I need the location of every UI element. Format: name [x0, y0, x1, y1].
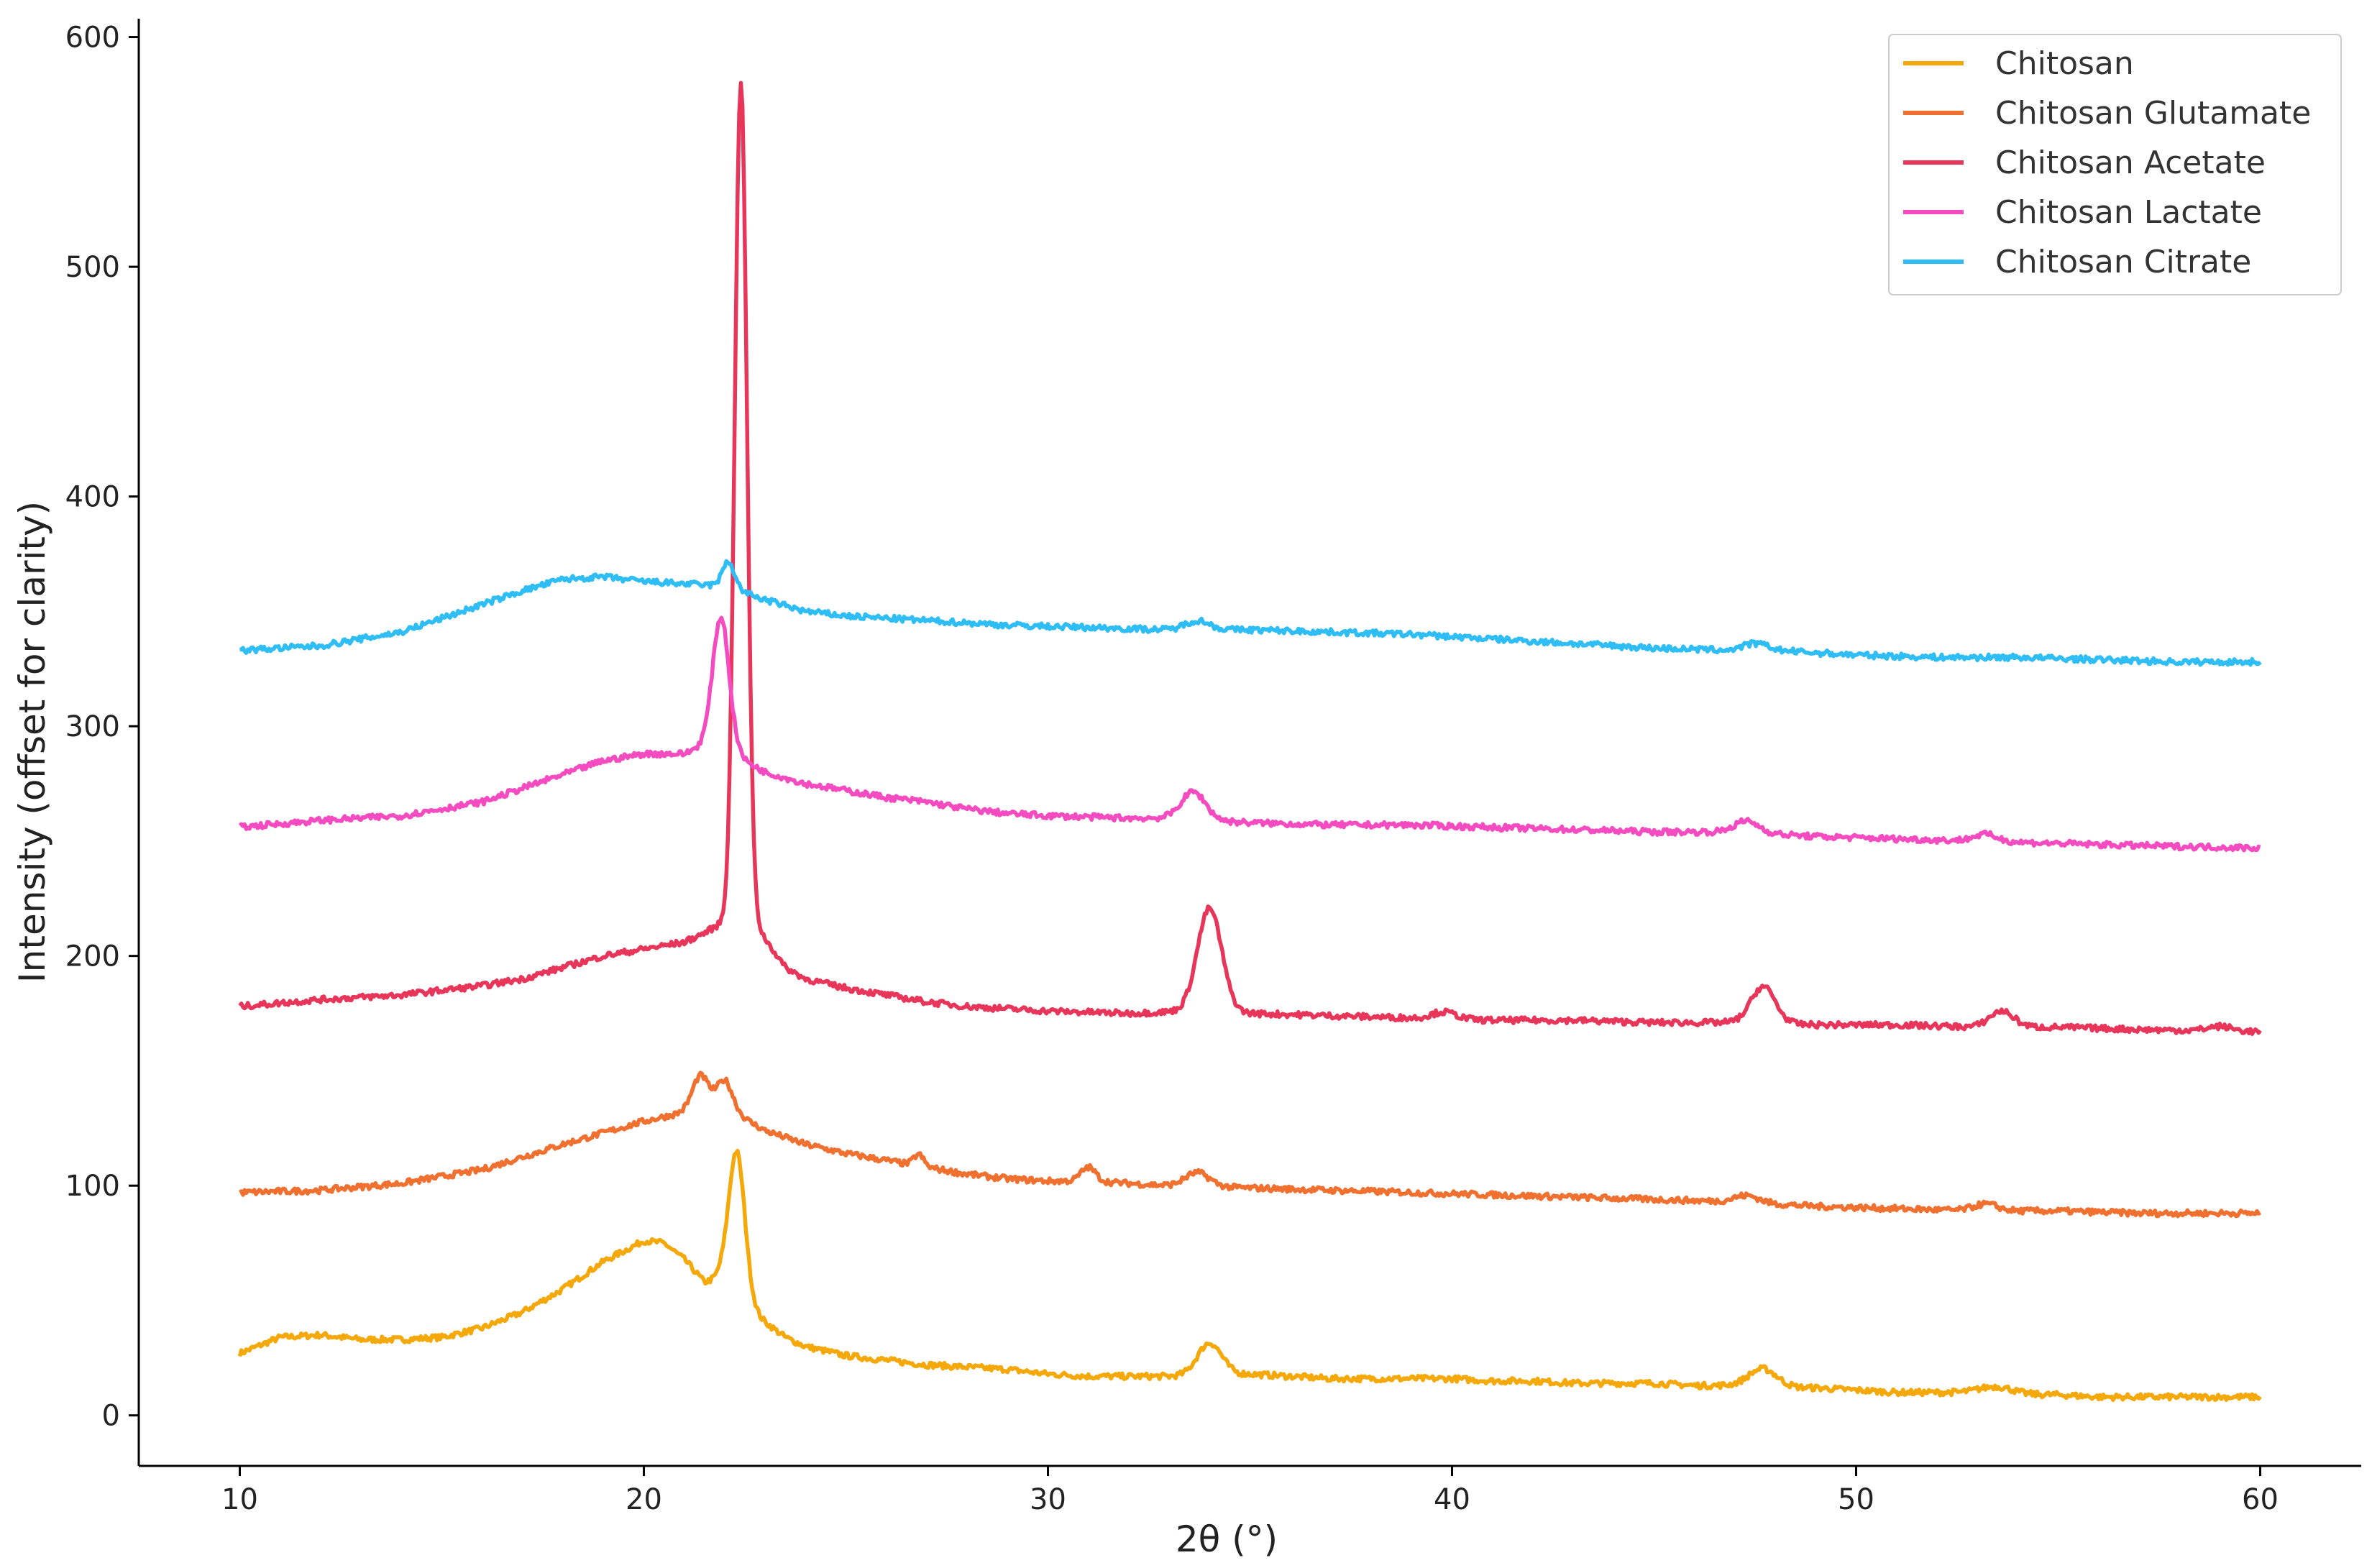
y-tick-label: 0	[102, 1400, 120, 1433]
legend-label: Chitosan Acetate	[1995, 145, 2266, 181]
y-tick-label: 300	[65, 710, 120, 743]
y-axis-title: Intensity (offset for clarity)	[12, 501, 53, 983]
x-tick-label: 30	[1030, 1483, 1066, 1516]
legend-label: Chitosan Lactate	[1995, 194, 2262, 231]
y-tick-label: 600	[65, 22, 120, 55]
series-line-4	[239, 559, 2262, 667]
series-line-3	[238, 615, 2261, 853]
y-tick-label: 200	[65, 940, 120, 973]
x-tick-label: 10	[221, 1483, 258, 1516]
x-tick-label: 20	[626, 1483, 662, 1516]
legend-label: Chitosan Glutamate	[1995, 95, 2311, 132]
x-tick-label: 50	[1838, 1483, 1874, 1516]
y-tick-label: 100	[65, 1170, 120, 1203]
x-ticks: 10 20 30 40 50 60	[221, 1466, 2279, 1516]
y-ticks: 0 100 200 300 400 500 600	[65, 22, 139, 1433]
legend-label: Chitosan	[1995, 45, 2134, 82]
plot-area	[237, 81, 2262, 1403]
x-axis-title: 2θ (°)	[1176, 1518, 1278, 1560]
y-tick-label: 400	[65, 481, 120, 514]
x-tick-label: 40	[1434, 1483, 1470, 1516]
x-tick-label: 60	[2242, 1483, 2279, 1516]
series-line-2	[238, 81, 2262, 1036]
axes	[137, 19, 2361, 1467]
series-line-0	[237, 1148, 2262, 1403]
legend-box	[1888, 34, 2342, 295]
legend: Chitosan Chitosan Glutamate Chitosan Aceta…	[1888, 34, 2342, 295]
legend-label: Chitosan Citrate	[1995, 244, 2251, 280]
y-tick-label: 500	[65, 251, 120, 284]
series-line-1	[239, 1070, 2261, 1219]
